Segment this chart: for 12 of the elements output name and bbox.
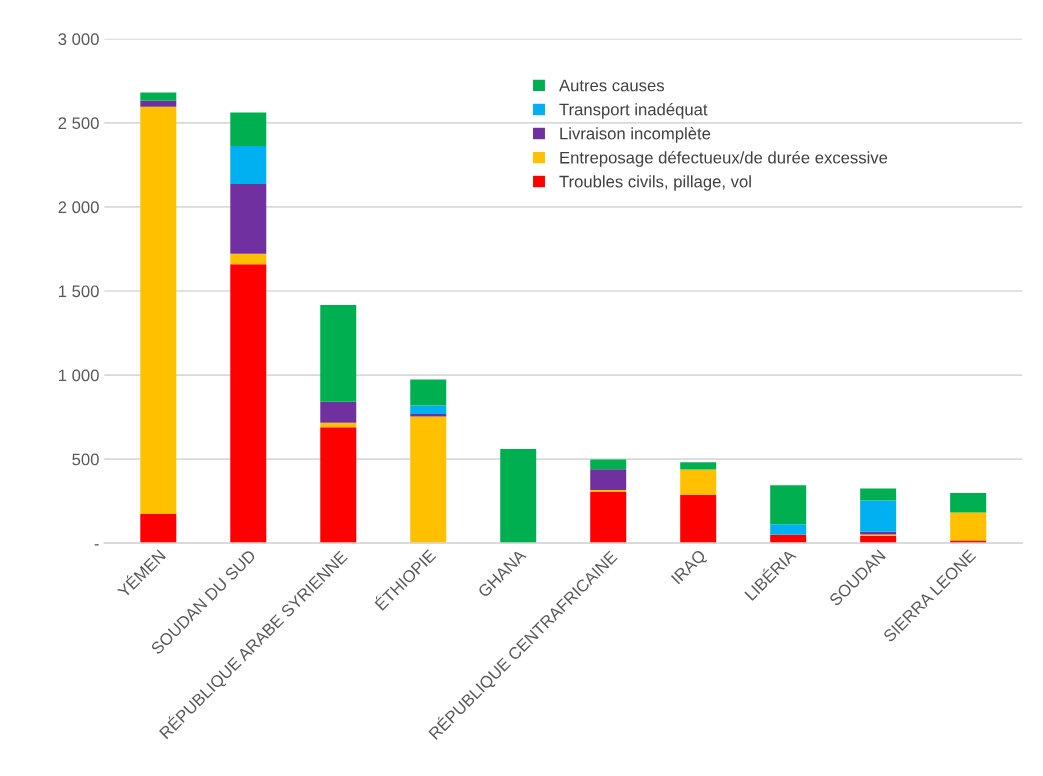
legend-label: Autres causes (559, 79, 664, 92)
y-tick-label: - (94, 544, 99, 546)
legend-label: Troubles civils, pillage, vol (559, 175, 751, 191)
y-tick-label: 2 500 (58, 117, 99, 130)
legend-label: Entreposage défectueux/de durée excessive (560, 151, 888, 167)
y-tick-label: 2 000 (58, 201, 99, 214)
legend-label: Transport inadéquat (559, 102, 708, 119)
legend-label: Livraison incomplète (560, 127, 711, 143)
y-tick-label: 500 (72, 453, 99, 466)
y-tick-label: 3 000 (58, 33, 99, 45)
y-tick-label: 1 000 (59, 369, 99, 382)
y-tick-label: 1 500 (59, 285, 99, 298)
